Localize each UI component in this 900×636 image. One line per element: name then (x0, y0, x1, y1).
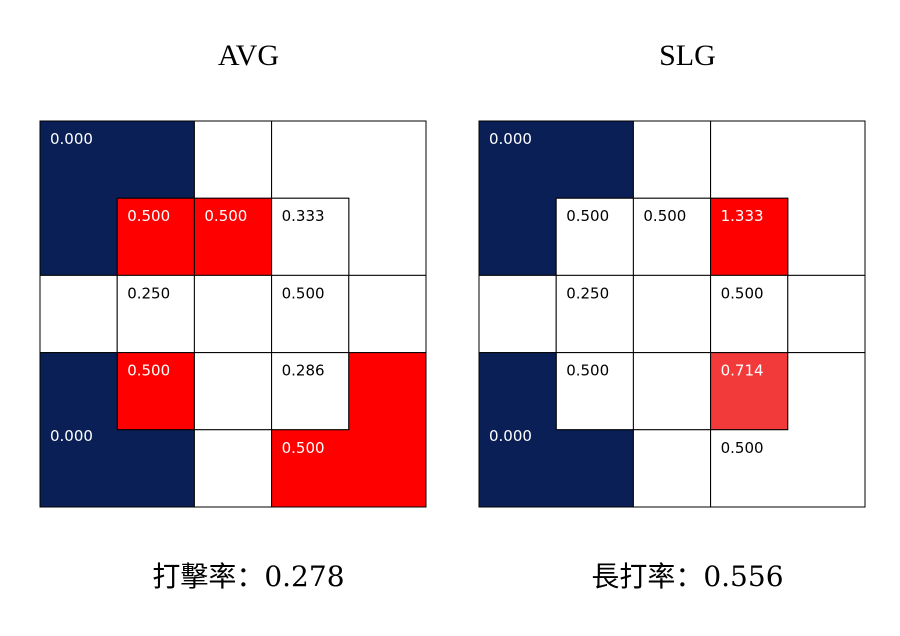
zone-cell (39, 274, 118, 354)
zone-cell (193, 352, 273, 431)
zone-value: 0.000 (489, 130, 532, 148)
zone-cell (193, 120, 273, 199)
zone-value: 0.333 (282, 207, 325, 225)
zone-cell (710, 352, 866, 508)
zone-cell (193, 274, 273, 354)
zone-value: 0.500 (566, 362, 609, 380)
zone-value: 0.500 (721, 284, 764, 302)
zone-cell (632, 352, 712, 431)
zone-cell (787, 274, 866, 354)
panel-title: AVG (218, 39, 279, 72)
zone-value: 0.500 (127, 362, 170, 380)
zone-cell (632, 274, 712, 354)
zone-value: 0.500 (721, 439, 764, 457)
zone-value: 0.000 (50, 427, 93, 445)
zone-value: 0.500 (204, 207, 247, 225)
zone-value: 0.714 (721, 362, 764, 380)
zone-cell (271, 352, 427, 508)
zone-value: 0.500 (643, 207, 686, 225)
zone-value: 0.250 (127, 284, 170, 302)
zone-cell (632, 120, 712, 199)
zone-value: 0.500 (127, 207, 170, 225)
zone-value: 0.000 (50, 130, 93, 148)
zone-value: 0.000 (489, 427, 532, 445)
zone-cell (632, 429, 712, 508)
zone-value: 0.250 (566, 284, 609, 302)
zone-cell (348, 274, 427, 354)
zone-cell (193, 429, 273, 508)
zone-value: 0.500 (566, 207, 609, 225)
panel-title: SLG (659, 39, 716, 72)
zone-value: 1.333 (721, 207, 764, 225)
zone-value: 0.500 (282, 284, 325, 302)
zone-value: 0.286 (282, 362, 325, 380)
summary: 打擊率：0.278 (152, 560, 344, 593)
zone-value: 0.500 (282, 439, 325, 457)
summary: 長打率：0.556 (591, 560, 783, 593)
zone-cell (478, 274, 557, 354)
